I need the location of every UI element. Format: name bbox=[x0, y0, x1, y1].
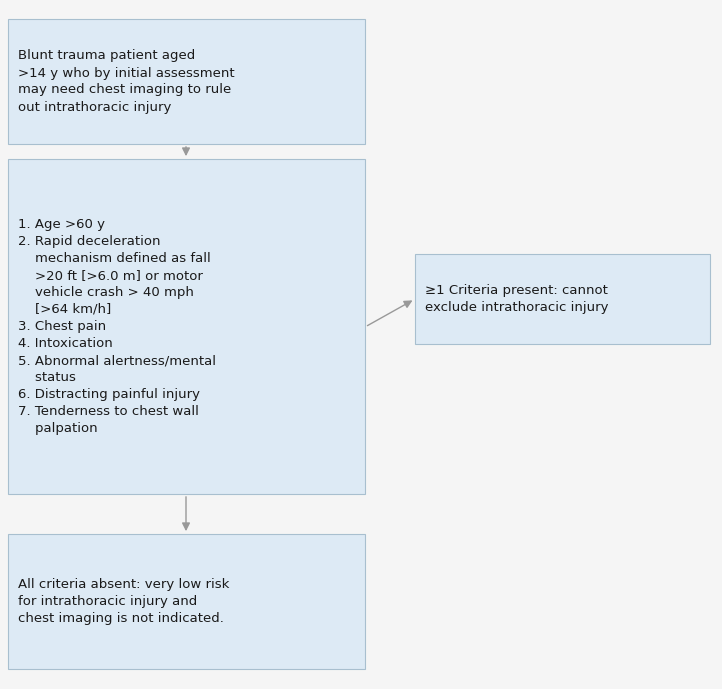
FancyBboxPatch shape bbox=[415, 254, 710, 344]
FancyBboxPatch shape bbox=[8, 534, 365, 669]
Text: Blunt trauma patient aged
>14 y who by initial assessment
may need chest imaging: Blunt trauma patient aged >14 y who by i… bbox=[18, 50, 235, 114]
Text: 1. Age >60 y
2. Rapid deceleration
    mechanism defined as fall
    >20 ft [>6.: 1. Age >60 y 2. Rapid deceleration mecha… bbox=[18, 218, 216, 435]
Text: ≥1 Criteria present: cannot
exclude intrathoracic injury: ≥1 Criteria present: cannot exclude intr… bbox=[425, 284, 609, 314]
FancyBboxPatch shape bbox=[8, 159, 365, 494]
Text: All criteria absent: very low risk
for intrathoracic injury and
chest imaging is: All criteria absent: very low risk for i… bbox=[18, 578, 230, 625]
FancyBboxPatch shape bbox=[8, 19, 365, 144]
